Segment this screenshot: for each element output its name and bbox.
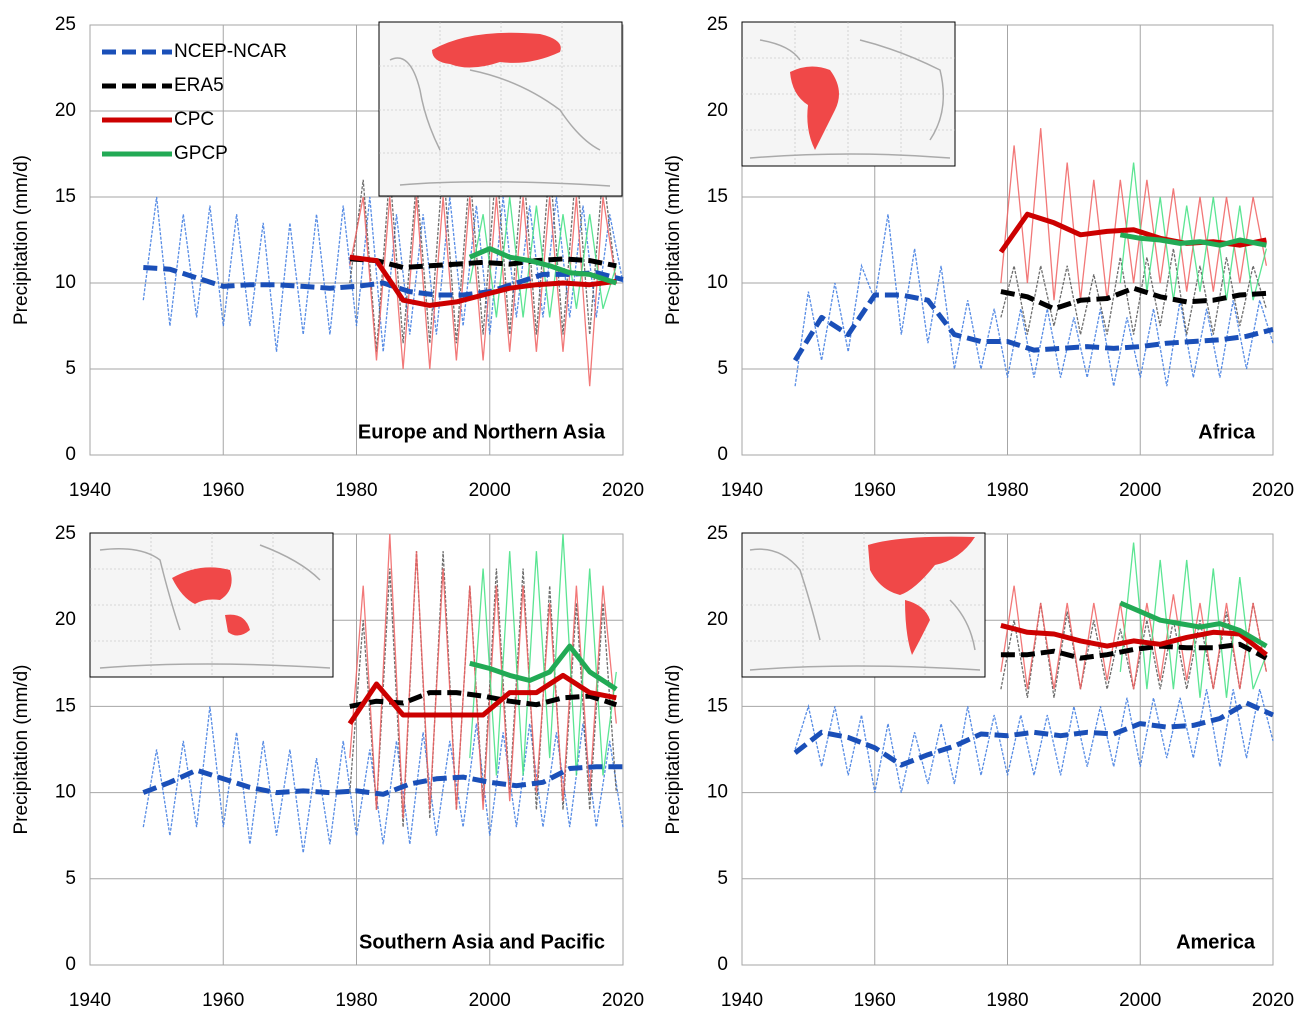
y-tick-label: 15 [707,695,728,716]
y-tick-label: 25 [55,14,76,35]
smooth-line [793,700,1275,768]
x-tick-label: 2020 [1252,480,1294,501]
raw-line [349,196,617,387]
y-axis-label: Precipitation (mm/d) [11,665,32,835]
x-tick-label: 1980 [335,480,377,501]
x-tick-label: 2020 [1252,990,1294,1011]
y-axis-label: Precipitation (mm/d) [11,155,32,325]
x-tick-label: 1940 [721,480,763,501]
y-tick-label: 25 [707,523,728,544]
raw-line [142,706,624,853]
inset-map [89,532,334,678]
y-tick-label: 15 [707,186,728,207]
x-tick-label: 1980 [335,990,377,1011]
raw-line [794,214,1274,387]
x-tick-label: 1960 [854,480,896,501]
y-tick-label: 10 [707,782,728,803]
x-tick-label: 1960 [202,480,244,501]
x-tick-label: 2000 [469,480,511,501]
y-tick-label: 5 [717,358,728,379]
raw-line [794,689,1274,793]
smooth-line [1000,622,1268,657]
x-tick-label: 2020 [602,990,644,1011]
y-axis-label: Precipitation (mm/d) [663,665,684,835]
smooth-line [468,246,618,286]
raw-line [349,162,617,352]
smooth-line [347,672,617,725]
inset-map [741,532,986,678]
y-tick-label: 0 [65,444,76,465]
y-tick-label: 25 [707,14,728,35]
x-tick-label: 1940 [721,990,763,1011]
smooth-line [1119,600,1268,649]
y-tick-label: 0 [717,444,728,465]
x-tick-label: 1980 [986,480,1028,501]
y-tick-label: 0 [717,954,728,975]
y-tick-label: 20 [55,609,76,630]
y-tick-label: 15 [55,186,76,207]
raw-line [469,533,617,776]
plot-frame [89,533,624,966]
x-tick-label: 2000 [1119,480,1161,501]
smooth-line [469,643,618,692]
smooth-line [142,764,623,797]
plot-frame [89,24,624,456]
legend-label: ERA5 [174,75,224,96]
raw-line [1000,128,1268,301]
plot-frame [741,533,1274,966]
smooth-line [1000,641,1268,661]
y-axis-label: Precipitation (mm/d) [663,155,684,325]
y-tick-label: 10 [55,272,76,293]
plot-frame [741,24,1274,456]
y-tick-label: 10 [55,782,76,803]
smooth-line [1119,232,1267,248]
x-tick-label: 1980 [986,990,1028,1011]
region-label: Africa [1198,421,1256,443]
smooth-line [998,211,1267,254]
raw-line [1119,542,1268,698]
y-tick-label: 5 [65,358,76,379]
region-label: America [1176,931,1256,953]
y-tick-label: 10 [707,272,728,293]
y-tick-label: 0 [65,954,76,975]
x-tick-label: 2000 [1119,990,1161,1011]
y-tick-label: 20 [707,609,728,630]
legend-label: NCEP-NCAR [174,41,287,62]
panel: 0 5 10 15 20 25 1940 1960 1980 2000 2020 Precipitat… [11,14,644,501]
raw-line [1000,602,1268,698]
region-label: Europe and Northern Asia [358,421,606,443]
x-tick-label: 2020 [602,480,644,501]
legend-label: CPC [174,109,214,130]
panel: 0 5 10 15 20 25 1940 1960 1980 2000 2020 Precipitat… [11,523,644,1011]
x-tick-label: 1960 [854,990,896,1011]
y-tick-label: 20 [707,100,728,121]
y-tick-label: 5 [717,868,728,889]
smooth-line [349,254,617,308]
legend-label: GPCP [174,143,228,164]
smooth-line [143,265,624,298]
raw-line [142,196,624,352]
inset-map [378,21,623,197]
smooth-line [792,292,1274,362]
y-tick-label: 20 [55,100,76,121]
panel: 0 5 10 15 20 25 1940 1960 1980 2000 2020 Precipitat… [663,14,1294,501]
x-tick-label: 1960 [202,990,244,1011]
raw-line [349,533,617,819]
raw-line [1000,585,1268,690]
smooth-line [349,256,617,270]
x-tick-label: 2000 [469,990,511,1011]
raw-line [1000,248,1268,335]
inset-map [741,21,956,167]
smooth-line [1000,285,1267,312]
x-tick-label: 1940 [69,480,111,501]
y-tick-label: 15 [55,695,76,716]
x-tick-label: 1940 [69,990,111,1011]
region-label: Southern Asia and Pacific [359,931,605,953]
raw-line [1119,162,1268,301]
y-tick-label: 25 [55,523,76,544]
y-tick-label: 5 [65,868,76,889]
